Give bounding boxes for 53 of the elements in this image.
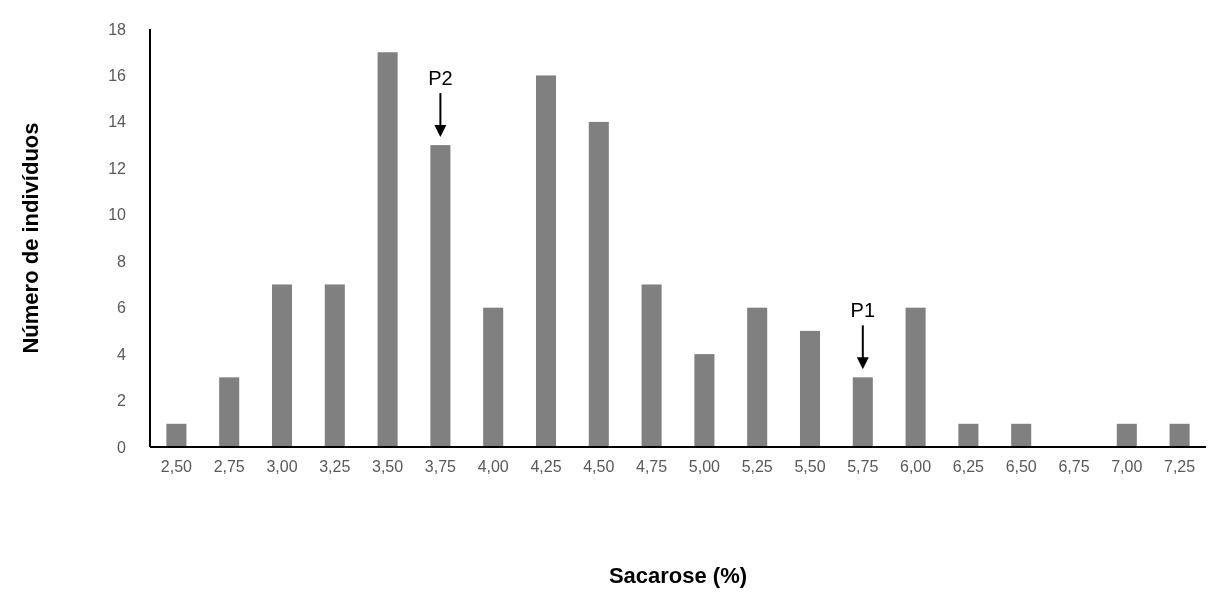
bar bbox=[1116, 423, 1137, 447]
bar bbox=[271, 284, 293, 447]
x-tick-label: 4,50 bbox=[583, 458, 615, 475]
x-tick-label: 4,00 bbox=[477, 458, 509, 475]
x-tick-label: 5,00 bbox=[688, 458, 721, 475]
bar bbox=[219, 377, 240, 447]
bar bbox=[483, 307, 504, 447]
y-axis-title: Número de indivíduos bbox=[18, 122, 43, 354]
x-axis-title: Sacarose (%) bbox=[608, 563, 748, 588]
x-tick-label: 5,75 bbox=[847, 458, 879, 475]
bar bbox=[377, 52, 398, 447]
bar bbox=[430, 145, 451, 447]
x-tick-label: 2,50 bbox=[160, 458, 193, 475]
x-tick-label: 3,00 bbox=[266, 458, 298, 475]
bar bbox=[588, 121, 609, 447]
x-tick-label: 7,00 bbox=[1111, 458, 1143, 475]
x-tick-label: 3,75 bbox=[424, 458, 457, 475]
y-tick-label: 4 bbox=[117, 345, 127, 363]
bar bbox=[324, 284, 345, 447]
x-tick-label: 3,50 bbox=[372, 458, 404, 475]
annotation: P1 bbox=[850, 299, 876, 322]
bar bbox=[958, 423, 979, 447]
bar bbox=[1011, 423, 1032, 447]
x-tick-label: 6,75 bbox=[1058, 458, 1090, 475]
bar bbox=[905, 307, 926, 447]
bar bbox=[1169, 423, 1190, 447]
y-tick-label: 14 bbox=[108, 113, 127, 131]
x-tick-label: 7,25 bbox=[1164, 458, 1196, 475]
y-tick-label: 8 bbox=[117, 252, 127, 270]
bar bbox=[166, 423, 187, 447]
x-tick-label: 6,50 bbox=[1005, 458, 1037, 475]
annotation: P2 bbox=[428, 67, 453, 90]
y-tick-label: 10 bbox=[108, 206, 127, 224]
x-tick-label: 6,00 bbox=[900, 458, 932, 475]
x-tick-label: 5,25 bbox=[741, 458, 773, 475]
bar bbox=[535, 75, 557, 447]
y-tick-label: 16 bbox=[108, 67, 127, 85]
bar bbox=[799, 330, 821, 447]
y-tick-label: 18 bbox=[108, 20, 127, 38]
x-tick-label: 3,25 bbox=[319, 458, 351, 475]
y-tick-label: 12 bbox=[108, 159, 127, 177]
x-tick-label: 4,75 bbox=[636, 458, 668, 475]
x-tick-label: 2,75 bbox=[213, 458, 245, 475]
y-tick-label: 6 bbox=[117, 299, 127, 317]
bar bbox=[694, 354, 715, 447]
bar bbox=[747, 307, 768, 447]
bar bbox=[641, 284, 662, 447]
x-tick-label: 5,50 bbox=[794, 458, 826, 475]
y-tick-label: 0 bbox=[117, 438, 127, 456]
x-tick-label: 6,25 bbox=[952, 458, 985, 475]
y-tick-label: 2 bbox=[117, 392, 127, 410]
bar bbox=[852, 377, 873, 447]
x-tick-label: 4,25 bbox=[530, 458, 562, 475]
